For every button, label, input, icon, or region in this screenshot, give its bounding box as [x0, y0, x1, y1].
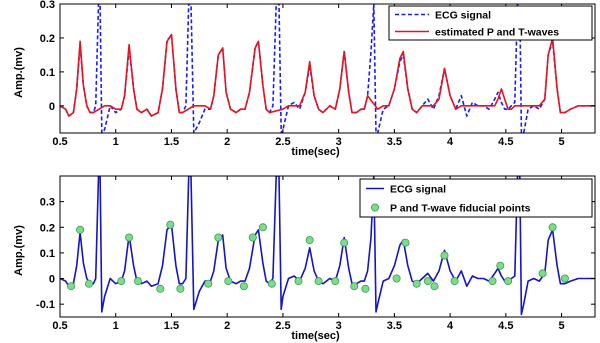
- x-axis-label: time(sec): [291, 146, 340, 158]
- legend-marker-2: [370, 203, 379, 212]
- y-tick-label: 0: [49, 101, 55, 113]
- legend-label-2: estimated P and T-waves: [435, 27, 559, 39]
- fiducial-point: [248, 233, 257, 242]
- x-tick-label: 2.5: [275, 320, 290, 332]
- fiducial-point: [423, 277, 432, 286]
- fiducial-point: [125, 233, 134, 242]
- series-line-1: [60, 176, 595, 316]
- fiducial-point: [224, 277, 233, 286]
- fiducial-point: [548, 223, 557, 232]
- fiducial-point: [450, 277, 459, 286]
- fiducial-point: [67, 282, 76, 291]
- fiducial-point: [440, 251, 449, 260]
- fiducial-point: [560, 274, 569, 283]
- fiducial-point: [76, 225, 85, 234]
- fiducial-point: [166, 220, 175, 229]
- x-tick-label: 1: [113, 320, 119, 332]
- x-tick-label: 5: [559, 320, 565, 332]
- axes-frame: [59, 3, 596, 134]
- chart-1: 0.5 1 1.5 2 2.5 3 3.5 4 4.5 5 0 0.1 0.2 0.3 time(sec) A…: [13, 0, 596, 158]
- x-tick-label: 2: [224, 320, 230, 332]
- fiducial-point: [239, 282, 248, 291]
- x-axis-label: time(sec): [291, 330, 340, 342]
- y-tick-label: 0: [49, 274, 55, 286]
- y-tick-label: 0.1: [40, 248, 55, 260]
- y-axis-label: Amp.(mv): [13, 47, 25, 98]
- x-tick-label: 2.5: [275, 136, 290, 148]
- fiducial-point: [496, 261, 505, 270]
- x-tick-label: 3.5: [387, 136, 402, 148]
- x-tick-label: 1.5: [164, 136, 179, 148]
- fiducial-point: [117, 277, 126, 286]
- legend: ECG signal estimated P and T-waves: [388, 5, 593, 41]
- fiducial-point: [340, 238, 349, 247]
- y-tick-label: 0.1: [40, 67, 55, 79]
- fiducial-point: [331, 277, 340, 286]
- fiducial-point: [176, 284, 185, 293]
- plot-data: [60, 176, 595, 316]
- fiducial-point: [214, 233, 223, 242]
- fiducial-point: [267, 279, 276, 288]
- fiducial-point: [305, 236, 314, 245]
- fiducial-point: [504, 277, 513, 286]
- legend: ECG signal P and T-wave fiducial points: [359, 178, 593, 218]
- y-tick-label: -0.1: [36, 299, 55, 311]
- x-tick-label: 3.5: [387, 320, 402, 332]
- x-tick-label: 4: [447, 320, 454, 332]
- y-tick-label: 0.2: [40, 33, 55, 45]
- fiducial-point: [401, 238, 410, 247]
- y-tick-label: 0.2: [40, 222, 55, 234]
- plot-data: [60, 4, 595, 133]
- legend-box: [359, 178, 593, 218]
- x-tick-label: 0.5: [52, 320, 67, 332]
- legend-label-1: ECG signal: [390, 184, 446, 196]
- legend-box: [388, 5, 593, 41]
- axes-frame: [59, 175, 596, 318]
- fiducial-point: [488, 277, 497, 286]
- x-tick-label: 0.5: [52, 136, 67, 148]
- legend-label-1: ECG signal: [435, 10, 491, 22]
- fiducial-point: [538, 269, 547, 278]
- x-tick-label: 4: [447, 136, 454, 148]
- fiducial-point: [350, 282, 359, 291]
- fiducial-point: [412, 279, 421, 288]
- x-tick-label: 1: [113, 136, 119, 148]
- x-tick-label: 2: [224, 136, 230, 148]
- chart-2: 0.5 1 1.5 2 2.5 3 3.5 4 4.5 5 -0.1 0 0.1 0.2 0.3 time(s…: [13, 175, 596, 342]
- x-tick-label: 3: [336, 320, 342, 332]
- fiducial-point: [430, 282, 439, 291]
- fiducial-point: [314, 277, 323, 286]
- y-axis-label: Amp.(mv): [13, 225, 25, 276]
- fiducial-point: [361, 284, 370, 293]
- x-tick-label: 1.5: [164, 320, 179, 332]
- fiducial-point: [294, 277, 303, 286]
- fiducial-point: [133, 277, 142, 286]
- series-line-2: [60, 33, 595, 117]
- x-tick-label: 4.5: [498, 320, 513, 332]
- x-tick-label: 4.5: [498, 136, 513, 148]
- fiducial-point: [392, 274, 401, 283]
- y-tick-label: 0.3: [40, 0, 55, 11]
- legend-label-2: P and T-wave fiducial points: [390, 203, 531, 215]
- fiducial-point: [85, 279, 94, 288]
- fiducial-point: [258, 223, 267, 232]
- y-tick-label: 0.3: [40, 197, 55, 209]
- fiducial-point: [156, 284, 165, 293]
- x-tick-label: 3: [336, 136, 342, 148]
- x-tick-label: 5: [559, 136, 565, 148]
- fiducial-point: [204, 279, 213, 288]
